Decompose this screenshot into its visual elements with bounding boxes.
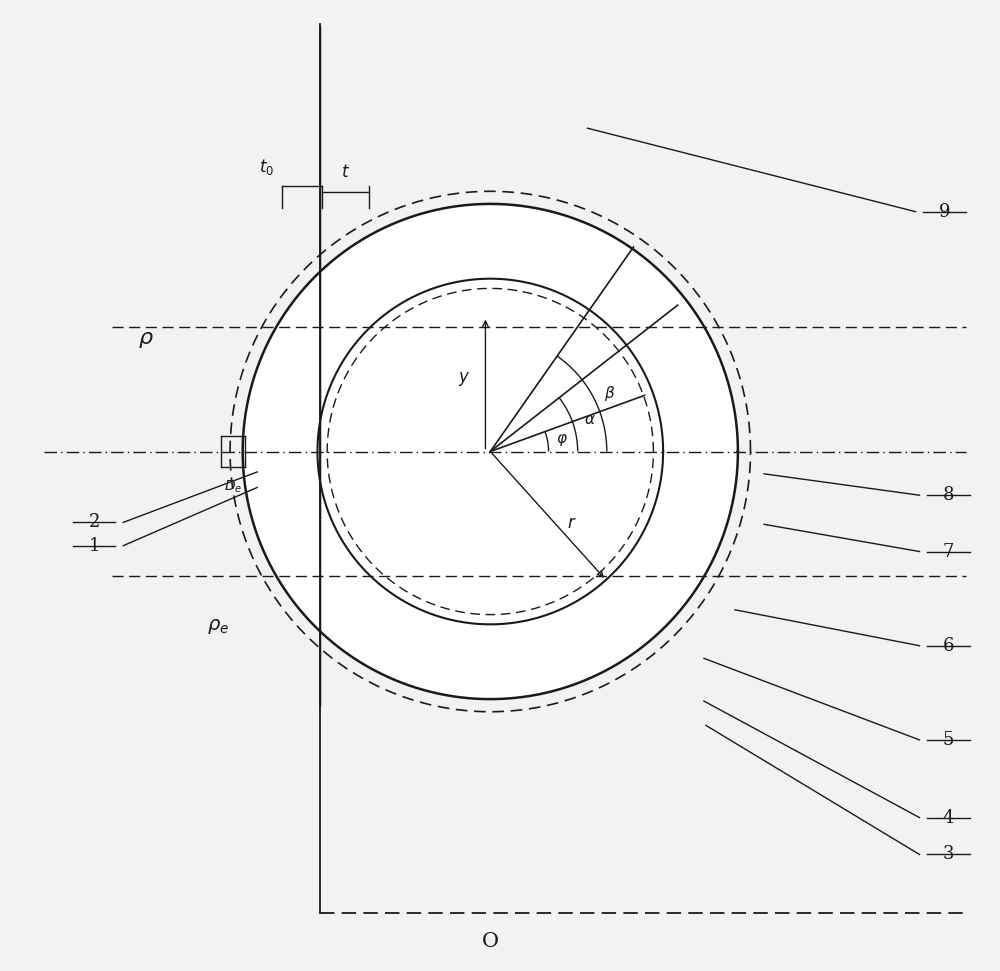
Text: $\beta$: $\beta$ bbox=[604, 384, 615, 403]
Text: 7: 7 bbox=[943, 543, 954, 560]
Text: 2: 2 bbox=[88, 514, 100, 531]
Text: 6: 6 bbox=[943, 637, 954, 654]
Text: 8: 8 bbox=[943, 486, 954, 504]
Text: 1: 1 bbox=[88, 537, 100, 554]
Polygon shape bbox=[317, 279, 663, 624]
Text: $\varphi$: $\varphi$ bbox=[556, 432, 568, 448]
Text: 4: 4 bbox=[943, 809, 954, 826]
Text: 5: 5 bbox=[943, 731, 954, 749]
Text: $\rho$: $\rho$ bbox=[138, 330, 154, 350]
Text: $t_0$: $t_0$ bbox=[259, 156, 274, 177]
Text: $\alpha$: $\alpha$ bbox=[584, 413, 595, 427]
Text: $t$: $t$ bbox=[341, 162, 350, 181]
Text: O: O bbox=[482, 932, 499, 952]
Text: 9: 9 bbox=[939, 203, 950, 220]
Text: 3: 3 bbox=[943, 846, 954, 863]
Text: $r$: $r$ bbox=[567, 515, 577, 532]
Polygon shape bbox=[243, 204, 738, 699]
Text: $\rho_e$: $\rho_e$ bbox=[207, 617, 229, 636]
Text: $y$: $y$ bbox=[458, 370, 470, 388]
Polygon shape bbox=[243, 204, 738, 699]
Text: $D_e$: $D_e$ bbox=[224, 479, 242, 495]
